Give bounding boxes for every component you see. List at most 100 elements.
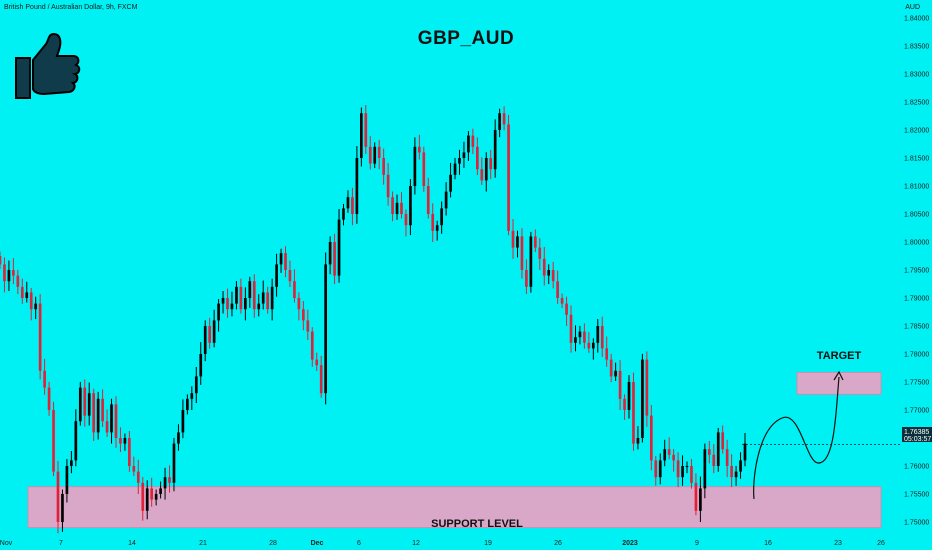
candle-body — [355, 158, 359, 214]
candle-body — [346, 197, 350, 209]
candle-body — [556, 281, 559, 298]
candle-body — [734, 471, 738, 478]
candle-body — [136, 471, 140, 483]
candle-body — [703, 449, 707, 489]
candle-body — [725, 449, 729, 466]
candle-body — [74, 421, 78, 461]
candle-body — [418, 146, 421, 153]
candle-body — [217, 303, 220, 321]
candle-body — [614, 370, 617, 377]
candle-body — [578, 331, 582, 338]
candle-body — [413, 146, 417, 186]
target-label: TARGET — [817, 350, 862, 362]
candle-body — [244, 298, 247, 310]
x-tick-label: 6 — [357, 540, 361, 547]
candle-body — [212, 320, 216, 343]
candle-body — [645, 359, 649, 416]
candle-body — [319, 365, 323, 394]
candle-body — [373, 146, 377, 164]
candle-body — [600, 326, 604, 349]
candle-body — [743, 443, 747, 461]
candle-body — [591, 342, 595, 349]
candle-body — [618, 370, 622, 399]
x-axis[interactable]: Nov 7 14 21 28 Dec 6 12 19 26 2023 9 16 23 26 — [0, 540, 885, 547]
candle-body — [163, 477, 167, 489]
candle-body — [221, 298, 225, 304]
y-axis[interactable]: 1.84000 1.83500 1.83000 1.82500 1.82000 1.815… — [904, 16, 929, 527]
candle-body — [333, 242, 336, 276]
candle-body — [25, 292, 29, 298]
candle-body — [435, 225, 439, 231]
candle-body — [712, 454, 716, 466]
candle-body — [114, 404, 118, 438]
y-tick-label: 1.77000 — [904, 408, 929, 415]
price-tag-countdown: 05:03:57 — [904, 436, 931, 443]
candle-body — [685, 466, 689, 467]
x-tick-label: 21 — [199, 540, 207, 547]
candle-body — [431, 214, 435, 231]
candle-body — [551, 270, 555, 282]
candle-body — [279, 253, 283, 265]
x-tick-label: 23 — [834, 540, 842, 547]
x-tick-label: 28 — [269, 540, 277, 547]
candle-body — [29, 292, 33, 310]
candle-body — [3, 264, 6, 282]
candle-body — [542, 258, 546, 276]
candle-body — [623, 398, 626, 410]
candle-body — [484, 158, 488, 181]
candle-body — [641, 359, 644, 438]
candle-body — [636, 438, 640, 444]
candle-body — [12, 270, 15, 276]
candle-body — [721, 432, 725, 450]
candle-body — [96, 398, 100, 433]
candle-body — [141, 482, 145, 511]
candle-body — [351, 197, 354, 214]
candle-body — [101, 398, 104, 422]
y-tick-label: 1.76000 — [904, 464, 929, 471]
candle-body — [525, 270, 528, 287]
candle-body — [128, 438, 131, 466]
candle-body — [248, 281, 252, 298]
zones-layer — [27, 371, 882, 529]
candle-body — [391, 197, 394, 214]
projection-arrow-path — [753, 376, 840, 500]
candle-body — [730, 466, 733, 478]
x-tick-label: 2023 — [622, 540, 638, 547]
candle-body — [400, 202, 403, 214]
candle-body — [667, 449, 671, 455]
candle-body — [83, 387, 87, 416]
candle-body — [190, 393, 194, 399]
candle-body — [440, 208, 443, 226]
y-tick-label: 1.75000 — [904, 520, 929, 527]
candle-body — [462, 152, 466, 158]
candle-body — [87, 393, 91, 416]
candle-body — [159, 488, 162, 494]
candle-body — [43, 370, 46, 388]
candle-body — [368, 146, 372, 164]
candle-body — [672, 454, 675, 461]
y-tick-label: 1.78500 — [904, 324, 929, 331]
candle-body — [382, 158, 385, 175]
candle-body — [154, 494, 158, 500]
candle-body — [658, 460, 662, 478]
candle-body — [203, 326, 207, 354]
y-tick-label: 1.84000 — [904, 16, 929, 23]
candle-body — [574, 337, 577, 343]
candle-body — [694, 482, 698, 511]
y-tick-label: 1.82000 — [904, 128, 929, 135]
x-tick-label: 26 — [877, 540, 885, 547]
candle-body — [252, 281, 256, 310]
price-tag: 1.76385 05:03:57 — [902, 427, 932, 443]
support-label: SUPPORT LEVEL — [431, 518, 523, 530]
candle-body — [275, 264, 278, 287]
candle-body — [596, 326, 600, 343]
y-tick-label: 1.80500 — [904, 212, 929, 219]
candle-body — [422, 152, 426, 186]
candle-body — [65, 466, 69, 494]
candle-body — [61, 494, 64, 522]
candle-body — [177, 432, 180, 444]
candle-body — [34, 303, 38, 310]
projection-arrowhead — [833, 370, 844, 381]
